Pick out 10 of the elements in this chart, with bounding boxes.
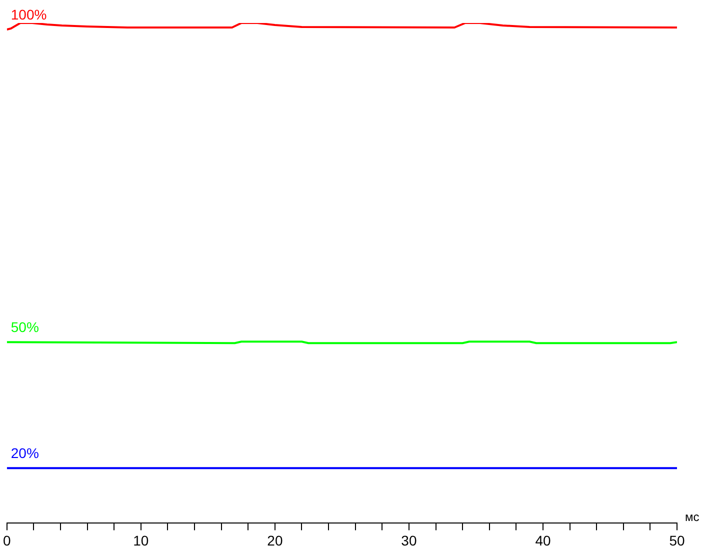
x-tick-label: 50: [669, 532, 685, 548]
series-label: 20%: [10, 445, 39, 462]
x-tick-label: 0: [2, 532, 11, 548]
series-label: 100%: [10, 6, 47, 23]
x-tick-label: 10: [133, 532, 149, 548]
series-label: 50%: [10, 319, 39, 336]
x-tick-label: 30: [401, 532, 417, 548]
x-tick-label: 20: [267, 532, 283, 548]
x-axis-title: мс: [685, 510, 700, 524]
x-tick-label: 40: [535, 532, 551, 548]
